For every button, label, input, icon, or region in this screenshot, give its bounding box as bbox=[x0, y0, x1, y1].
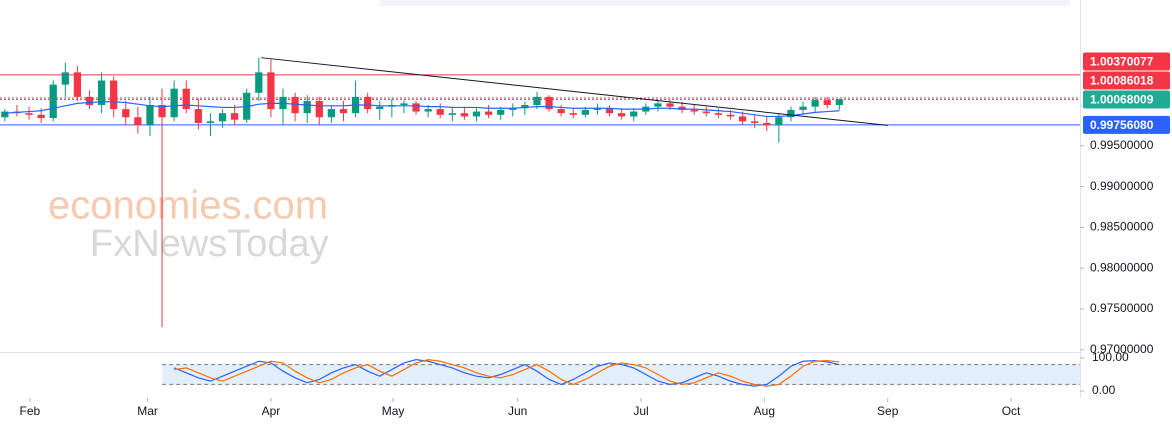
candle-body bbox=[170, 88, 178, 118]
candle-body bbox=[593, 108, 602, 110]
candle-body bbox=[569, 113, 577, 115]
x-tick-label: Aug bbox=[754, 404, 775, 418]
oscillator-line bbox=[174, 359, 840, 387]
candle-body bbox=[218, 113, 227, 122]
candle-body bbox=[376, 106, 384, 110]
candle-body bbox=[811, 100, 819, 107]
x-tick-label: Sep bbox=[877, 404, 899, 418]
candle-body bbox=[630, 111, 638, 117]
candle-body bbox=[291, 96, 299, 114]
candle-body bbox=[714, 113, 723, 115]
candle-body bbox=[206, 121, 215, 123]
x-tick-label: Mar bbox=[137, 404, 158, 418]
candle-body bbox=[823, 100, 831, 106]
candle-body bbox=[158, 105, 166, 118]
candle-body bbox=[412, 103, 420, 112]
candle-body bbox=[134, 117, 142, 126]
candle-body bbox=[327, 109, 336, 118]
candle-body bbox=[702, 111, 710, 114]
price-tag bbox=[1083, 52, 1170, 71]
candle-body bbox=[533, 96, 541, 106]
price-tag-label: 1.00370077 bbox=[1090, 55, 1154, 69]
candle-body bbox=[400, 103, 408, 106]
candle-body bbox=[97, 80, 106, 106]
candle-body bbox=[49, 84, 57, 119]
candle-body bbox=[1, 111, 9, 118]
candle-body bbox=[73, 72, 82, 97]
candle-body bbox=[267, 72, 275, 110]
candle-body bbox=[194, 109, 202, 123]
oscillator-line bbox=[173, 359, 840, 387]
candle-body bbox=[521, 105, 529, 109]
price-tag bbox=[1083, 90, 1170, 109]
candle-body bbox=[436, 109, 444, 115]
candle-body bbox=[775, 117, 783, 126]
x-tick-label: Oct bbox=[1002, 404, 1021, 418]
candle-body bbox=[122, 109, 130, 118]
x-tick-label: Apr bbox=[262, 404, 281, 418]
y-tick-label: 0.99000000 bbox=[1090, 179, 1154, 193]
candle-body bbox=[726, 114, 735, 117]
candle-body bbox=[37, 114, 45, 119]
candle-body bbox=[738, 116, 747, 122]
watermark: economies.com bbox=[48, 184, 328, 228]
candle-body bbox=[690, 109, 698, 112]
price-tag-label: 0.99756080 bbox=[1090, 118, 1154, 132]
candle-body bbox=[509, 108, 517, 110]
candle-body bbox=[799, 106, 807, 110]
oscillator-band bbox=[162, 364, 1080, 385]
candle-body bbox=[448, 113, 456, 115]
candle-body bbox=[678, 106, 686, 110]
candle-body bbox=[364, 96, 372, 110]
candle-body bbox=[666, 103, 674, 107]
candle-body bbox=[315, 100, 323, 118]
candle-body bbox=[61, 72, 69, 85]
osc-tick-label: 0.00 bbox=[1092, 383, 1116, 397]
candle-body bbox=[303, 100, 311, 114]
top-strip bbox=[380, 0, 1070, 6]
moving-average bbox=[4, 101, 840, 118]
candle-body bbox=[497, 109, 505, 115]
candle-body bbox=[654, 103, 662, 107]
candle-body bbox=[25, 113, 33, 115]
price-tag bbox=[1083, 71, 1170, 90]
candle-body bbox=[85, 96, 94, 106]
x-tick-label: Jul bbox=[633, 404, 648, 418]
x-tick-label: Jun bbox=[508, 404, 527, 418]
candle-body bbox=[835, 99, 843, 106]
candle-body bbox=[424, 109, 432, 112]
trendline bbox=[261, 57, 888, 126]
y-tick-label: 0.99500000 bbox=[1090, 138, 1154, 152]
candle-body bbox=[110, 80, 118, 110]
y-tick-label: 0.98000000 bbox=[1090, 260, 1154, 274]
y-tick-label: 0.97500000 bbox=[1090, 301, 1154, 315]
watermark: FxNewsToday bbox=[90, 223, 329, 265]
candle-body bbox=[787, 109, 795, 118]
candle-body bbox=[545, 96, 553, 110]
osc-tick-label: 100.00 bbox=[1092, 350, 1129, 364]
candle-body bbox=[255, 72, 263, 93]
candle-body bbox=[472, 111, 481, 117]
candle-body bbox=[557, 109, 565, 114]
candle-body bbox=[230, 113, 239, 120]
candle-body bbox=[460, 113, 469, 117]
x-tick-label: May bbox=[382, 404, 405, 418]
candle-body bbox=[751, 121, 759, 123]
candle-body bbox=[182, 88, 190, 110]
candle-body bbox=[581, 109, 589, 115]
candle-body bbox=[763, 122, 771, 126]
candle-body bbox=[618, 113, 626, 117]
price-tag-label: 1.00086018 bbox=[1090, 74, 1154, 88]
price-tag-label: 1.00068009 bbox=[1090, 93, 1154, 107]
y-tick-label: 0.97000000 bbox=[1090, 342, 1154, 356]
candle-body bbox=[484, 111, 493, 115]
candle-body bbox=[146, 105, 154, 126]
candle-body bbox=[339, 109, 348, 114]
price-tag bbox=[1083, 115, 1170, 134]
y-tick-label: 0.98500000 bbox=[1090, 220, 1154, 234]
candle-body bbox=[605, 108, 614, 114]
x-tick-label: Feb bbox=[20, 404, 41, 418]
